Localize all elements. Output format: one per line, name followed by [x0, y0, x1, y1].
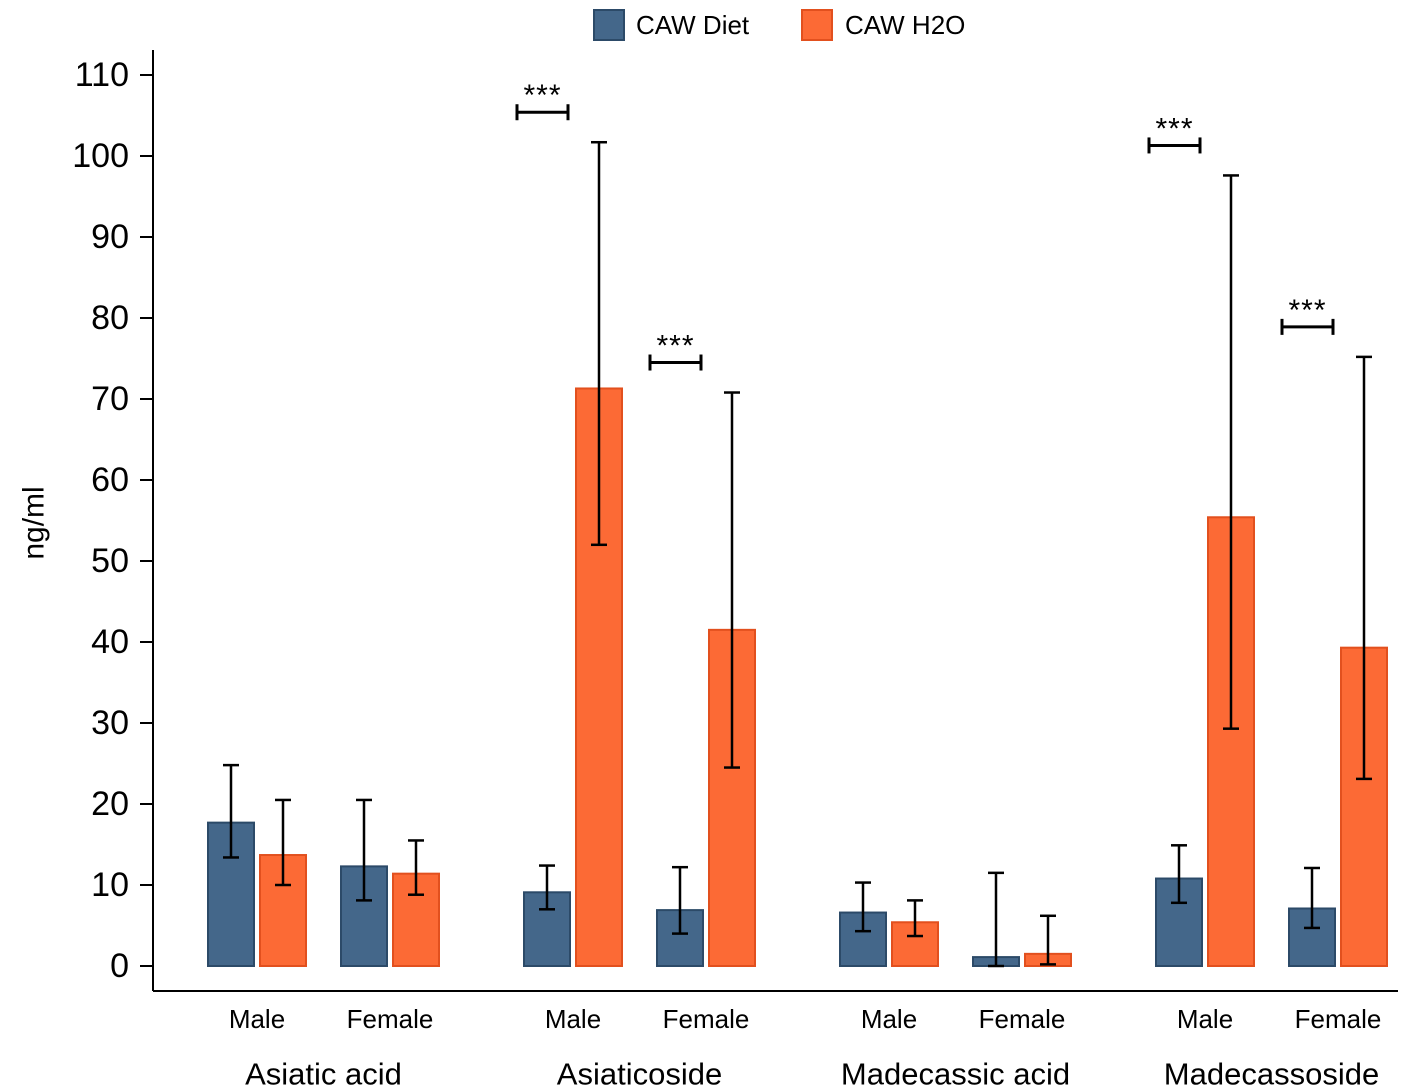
group-label: Madecassoside [1164, 1057, 1379, 1092]
group-label: Asiatic acid [245, 1057, 402, 1092]
y-tick-label: 50 [91, 542, 129, 580]
y-axis-title: ng/ml [18, 486, 51, 559]
sex-label: Male [229, 1004, 285, 1034]
legend: CAW Diet CAW H2O [593, 9, 965, 41]
significance-label: *** [656, 330, 694, 363]
group-label: Madecassic acid [841, 1057, 1070, 1092]
sex-label: Female [663, 1004, 750, 1034]
bars [207, 387, 1388, 968]
y-tick-label: 60 [91, 461, 129, 499]
y-tick-label: 40 [91, 623, 129, 661]
y-tick-label: 10 [91, 866, 129, 904]
bar [207, 821, 255, 967]
legend-label-1: CAW H2O [845, 10, 965, 40]
legend-label-0: CAW Diet [636, 10, 750, 40]
sex-label: Female [1295, 1004, 1382, 1034]
legend-swatch-0 [593, 9, 625, 41]
y-axis: 0 10 20 30 40 50 60 70 80 90 100 110 ng/ml [18, 50, 154, 991]
y-tick-label: 20 [91, 785, 129, 823]
sex-label: Female [979, 1004, 1066, 1034]
significance-label: *** [1155, 112, 1193, 145]
y-tick-label: 0 [110, 947, 129, 985]
significance-label: *** [1288, 294, 1326, 327]
sex-label: Female [347, 1004, 434, 1034]
y-tick-label: 90 [91, 218, 129, 256]
y-tick-label: 70 [91, 380, 129, 418]
y-tick-label: 100 [72, 137, 129, 175]
y-tick-label: 30 [91, 704, 129, 742]
y-tick-label: 80 [91, 299, 129, 337]
error-bars [223, 140, 1372, 968]
sex-label: Male [861, 1004, 917, 1034]
legend-swatch-1 [801, 9, 833, 41]
sex-label: Male [1177, 1004, 1233, 1034]
group-label: Asiaticoside [557, 1057, 722, 1092]
significance-markers: *** *** *** *** [515, 79, 1335, 371]
significance-label: *** [523, 79, 561, 112]
y-tick-label: 110 [75, 56, 129, 94]
bar [340, 865, 388, 967]
x-labels: Male Female Asiatic acid Male Female Asiatico… [229, 1004, 1382, 1092]
sex-label: Male [545, 1004, 601, 1034]
